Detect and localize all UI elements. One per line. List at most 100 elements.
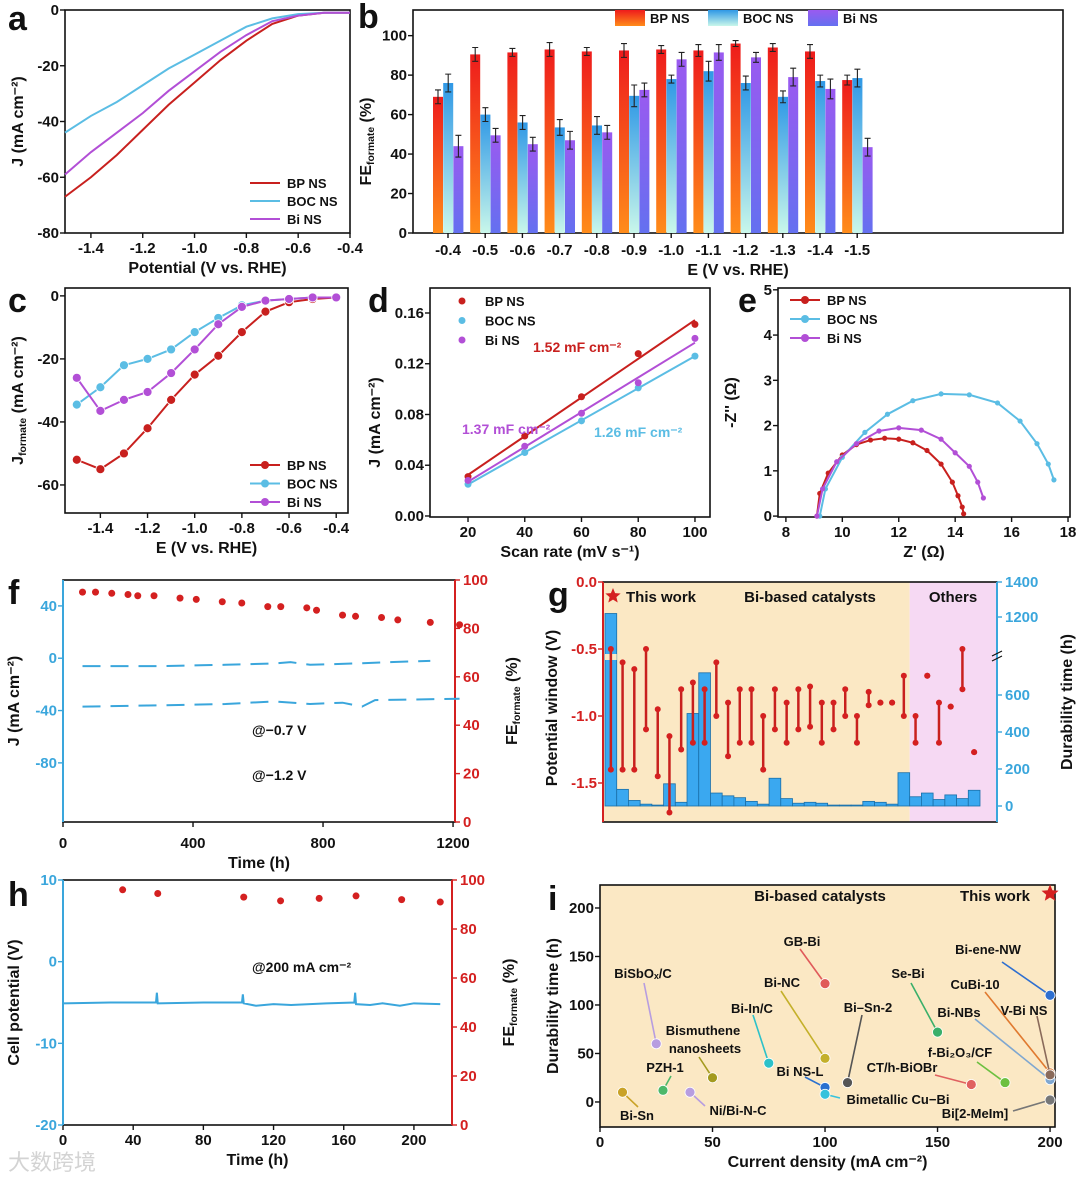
data-point bbox=[657, 1084, 669, 1096]
y-tick-label: -60 bbox=[37, 477, 59, 494]
y-tick-label: 3 bbox=[764, 372, 772, 389]
durability-bar bbox=[921, 792, 934, 807]
catalyst-label: Bismuthene bbox=[666, 1023, 740, 1038]
catalyst-label: Bi–Sn-2 bbox=[844, 1000, 892, 1015]
legend-item: BOC NS bbox=[790, 312, 878, 327]
bar bbox=[544, 49, 555, 233]
axis-title-main: FE bbox=[358, 165, 375, 186]
range-end-point bbox=[771, 726, 778, 733]
range-end-point bbox=[760, 713, 767, 719]
bar bbox=[527, 144, 538, 233]
leader-line bbox=[934, 1074, 972, 1086]
data-point bbox=[999, 1077, 1011, 1088]
legend-label: Bi NS bbox=[485, 333, 520, 348]
legend-label: BOC NS bbox=[743, 11, 794, 26]
error-bar bbox=[445, 73, 452, 93]
panel-label: h bbox=[8, 876, 29, 914]
catalyst-label: Bi-NC bbox=[764, 975, 801, 990]
y-tick-label: -20 bbox=[35, 1117, 57, 1134]
catalyst-point: Bi-In/C bbox=[731, 1001, 775, 1069]
y-tick-label: 0.00 bbox=[395, 508, 424, 525]
y-tick-label: 10 bbox=[40, 872, 57, 889]
y-axis-title: FEformate (%) bbox=[358, 98, 377, 186]
y-axis-title: J (mA cm⁻²) bbox=[367, 377, 384, 468]
data-point bbox=[1044, 1094, 1056, 1106]
fe-point bbox=[264, 603, 272, 611]
axis-title-main: FE bbox=[504, 724, 521, 745]
x-tick-label: -1.2 bbox=[733, 242, 759, 259]
y-tick-label: 5 bbox=[764, 282, 772, 299]
range-end-point bbox=[783, 739, 790, 746]
bar bbox=[629, 95, 640, 234]
bar bbox=[565, 140, 575, 233]
bar bbox=[703, 71, 714, 233]
fe-point bbox=[352, 612, 360, 620]
durability-bar bbox=[932, 799, 946, 807]
y-tick-label: 50 bbox=[577, 1045, 594, 1062]
range-end-point bbox=[959, 686, 966, 693]
data-point bbox=[260, 306, 271, 317]
error-bar bbox=[790, 67, 797, 87]
error-bar bbox=[631, 84, 638, 108]
x-tick-label: 20 bbox=[460, 524, 477, 541]
y-tick-label: 0.12 bbox=[395, 356, 424, 373]
panel-label: e bbox=[738, 282, 757, 320]
fe-point bbox=[192, 595, 200, 603]
legend-item: BOC NS bbox=[250, 194, 338, 209]
panel-g: g 0.0 -0.5 -1.0 -1.5 0 200 400 600 1200 1400 This w… bbox=[544, 574, 1076, 823]
catalyst-point: Bi–Sn-2 bbox=[842, 1000, 892, 1088]
y-tick-label: -80 bbox=[35, 755, 57, 772]
range-end-point bbox=[736, 739, 743, 746]
y-tick-label: 100 bbox=[463, 572, 488, 589]
fe-point bbox=[352, 892, 360, 900]
data-point bbox=[95, 464, 106, 475]
x-tick-label: 800 bbox=[311, 835, 336, 852]
y-tick-label: 0.0 bbox=[576, 574, 597, 591]
x-tick-label: -0.8 bbox=[584, 242, 610, 259]
plot-frame bbox=[777, 287, 1071, 518]
data-point bbox=[955, 493, 961, 499]
data-point bbox=[896, 425, 902, 431]
y-tick-label: -1.0 bbox=[571, 708, 597, 725]
range-end-point bbox=[924, 672, 931, 679]
data-point bbox=[910, 440, 916, 446]
fe-point bbox=[92, 588, 100, 596]
bar bbox=[805, 51, 815, 234]
series-line-1 bbox=[82, 697, 460, 708]
bar bbox=[581, 51, 592, 234]
y-tick-label: -20 bbox=[37, 351, 59, 368]
panel-label: g bbox=[548, 576, 569, 614]
range-end-point bbox=[666, 733, 673, 740]
x-axis-title: Potential (V vs. RHE) bbox=[128, 260, 286, 277]
error-bar bbox=[780, 90, 786, 104]
axis-title-subscript: formate bbox=[366, 127, 377, 165]
axis-break-icon bbox=[991, 650, 1003, 662]
y-tick-label: 200 bbox=[569, 900, 594, 917]
legend-label: BP NS bbox=[485, 294, 525, 309]
durability-bar bbox=[733, 797, 747, 807]
bar bbox=[730, 43, 741, 233]
range-end-point bbox=[666, 809, 673, 816]
bar bbox=[443, 83, 454, 233]
bar bbox=[480, 114, 491, 233]
catalyst-point: Bismuthene nanosheets bbox=[666, 1023, 741, 1084]
error-bar bbox=[583, 46, 590, 56]
error-bar bbox=[546, 42, 553, 57]
bar bbox=[693, 50, 704, 234]
leader-line bbox=[752, 1014, 770, 1064]
legend-item: BP NS bbox=[790, 293, 867, 308]
data-point bbox=[684, 1086, 696, 1098]
catalyst-label: nanosheets bbox=[669, 1041, 741, 1056]
y-tick-label: 0 bbox=[51, 288, 59, 305]
data-point bbox=[862, 429, 868, 435]
star-icon bbox=[605, 588, 621, 603]
catalyst-label: BiSbOₓ/C bbox=[614, 966, 672, 981]
y-tick-label: 80 bbox=[460, 921, 477, 938]
annotation: @−0.7 V bbox=[252, 722, 307, 738]
fe-point bbox=[398, 896, 406, 904]
y-axis-title: Jformate (mA cm⁻²) bbox=[10, 336, 29, 465]
watermark: 大数跨境 bbox=[8, 1150, 96, 1175]
y-tick-label: 80 bbox=[463, 620, 480, 637]
y-axis-title: J (mA cm⁻²) bbox=[10, 76, 27, 167]
bar bbox=[602, 132, 613, 233]
